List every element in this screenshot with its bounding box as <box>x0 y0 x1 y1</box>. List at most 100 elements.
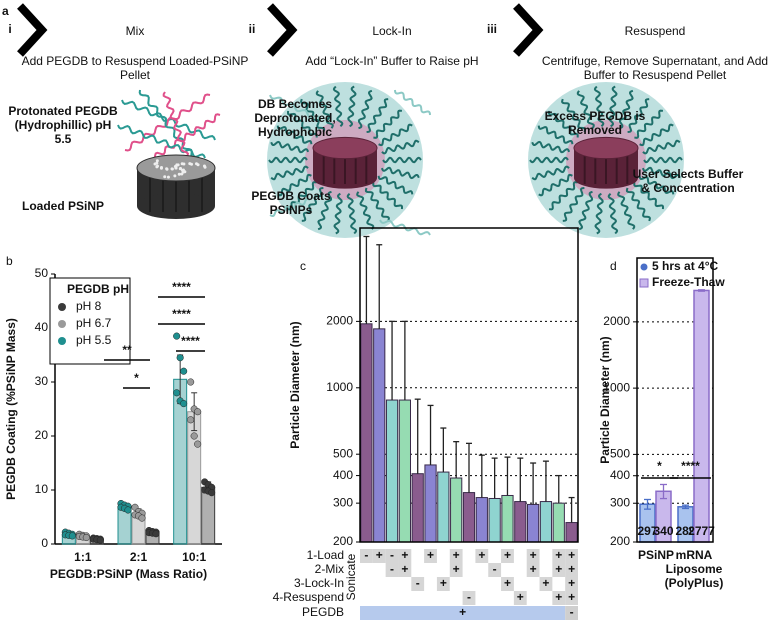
table-cell <box>526 563 540 577</box>
significance-label: **** <box>681 459 700 473</box>
pore-dot <box>178 167 182 171</box>
pore-dot <box>155 164 159 168</box>
data-point <box>194 408 202 416</box>
table-symbol: + <box>568 562 575 576</box>
pore-dot <box>170 167 174 171</box>
polymer-chain <box>301 187 324 222</box>
y-axis-title: PEGDB Coating (%PSiNP Mass) <box>4 318 18 500</box>
error-bar <box>414 398 421 474</box>
table-symbol: + <box>504 548 511 562</box>
polymer-chain <box>382 156 422 164</box>
step-description: Add PEGDB to Resuspend Loaded-PSiNP Pell… <box>21 54 249 82</box>
polymer-chain <box>333 192 343 235</box>
bar <box>488 497 501 543</box>
pore-dot <box>203 165 207 169</box>
legend-label: pH 6.7 <box>76 316 112 330</box>
table-symbol: + <box>459 605 466 619</box>
pore-dot <box>181 168 185 172</box>
error-bar <box>698 289 705 292</box>
chevron <box>513 3 544 57</box>
polymer-chain <box>270 140 310 154</box>
polymer-chain <box>357 89 373 130</box>
y-tick-label: 200 <box>610 534 630 548</box>
error-bar <box>568 496 575 523</box>
polymer-chain <box>378 123 413 147</box>
polymer-chain <box>531 165 570 181</box>
data-point <box>194 440 202 448</box>
data-point <box>152 530 160 538</box>
pegdb-band <box>565 606 578 620</box>
polymer-chain <box>269 198 311 217</box>
pore-dot <box>163 175 167 179</box>
particle-bottom <box>574 167 638 189</box>
bar <box>514 501 527 543</box>
table-symbol: + <box>401 562 408 576</box>
significance-label: **** <box>172 280 191 294</box>
polymer-chain <box>149 113 221 162</box>
polymer-chain <box>346 193 358 235</box>
y-tick-label: 300 <box>333 495 353 509</box>
data-point <box>180 400 188 408</box>
polymer-chain <box>377 175 414 195</box>
table-symbol: + <box>568 576 575 590</box>
data-point <box>124 506 132 514</box>
x-axis-title: PEGDB:PSiNP (Mass Ratio) <box>50 567 207 581</box>
table-symbol: + <box>530 562 537 576</box>
step-label: Loaded PSiNP <box>21 199 104 213</box>
y-tick-label: 1000 <box>603 380 630 394</box>
polymer-chain <box>538 173 573 197</box>
error-bar <box>478 454 485 498</box>
step-description: Add “Lock-In” Buffer to Raise pH <box>305 54 479 68</box>
table-symbol: - <box>390 562 394 576</box>
table-cell <box>565 591 578 605</box>
table-cell <box>526 549 540 563</box>
x-tick-label: 1:1 <box>74 550 92 564</box>
table-symbol: + <box>568 590 575 604</box>
data-point <box>68 532 76 540</box>
error-bar <box>427 404 434 465</box>
error-bar <box>682 504 689 510</box>
table-symbol: + <box>568 548 575 562</box>
bar <box>385 399 399 543</box>
value-label: 2777 <box>688 524 715 538</box>
bar <box>552 502 565 543</box>
polymer-chain <box>548 181 578 211</box>
table-cell <box>565 577 578 591</box>
table-cell <box>565 549 578 563</box>
particle-bottom <box>313 167 377 189</box>
x-tick-label: mRNA Liposome (PolyPlus) <box>664 548 724 590</box>
x-tick-label: 2:1 <box>130 550 148 564</box>
y-tick-label: 1000 <box>326 380 353 394</box>
step-numeral: ii <box>249 22 256 36</box>
y-tick-label: 200 <box>333 534 353 548</box>
step-label: PEGDB Coats PSiNPs <box>251 189 331 217</box>
polymer-chain <box>537 125 574 145</box>
legend-label: pH 8 <box>76 299 102 313</box>
table-symbol: + <box>453 548 460 562</box>
error-bar <box>401 320 408 401</box>
polymer-chain <box>548 110 579 138</box>
table-cell <box>398 563 412 577</box>
table-cell <box>424 549 437 563</box>
polymer-chain <box>162 91 193 169</box>
bar <box>565 522 578 543</box>
table-cell <box>565 563 578 577</box>
y-tick-label: 400 <box>333 468 353 482</box>
polymer-chain <box>356 191 375 230</box>
polymer-chain <box>381 139 420 155</box>
pore-dot <box>166 175 170 179</box>
legend-label: Freeze-Thaw <box>652 275 725 289</box>
table-cell <box>539 577 553 591</box>
y-tick-label: 20 <box>35 428 49 442</box>
error-bar <box>363 235 370 324</box>
table-cell <box>436 577 450 591</box>
plot-frame <box>636 257 714 543</box>
data-point <box>173 332 181 340</box>
table-symbol: + <box>555 562 562 576</box>
y-tick-label: 30 <box>35 374 49 388</box>
particle-top <box>573 136 639 160</box>
error-bar <box>517 457 524 502</box>
table-row-label: 3-Lock-In <box>294 576 344 590</box>
table-row-label: 2-Mix <box>315 562 344 576</box>
polymer-chain <box>268 156 308 164</box>
